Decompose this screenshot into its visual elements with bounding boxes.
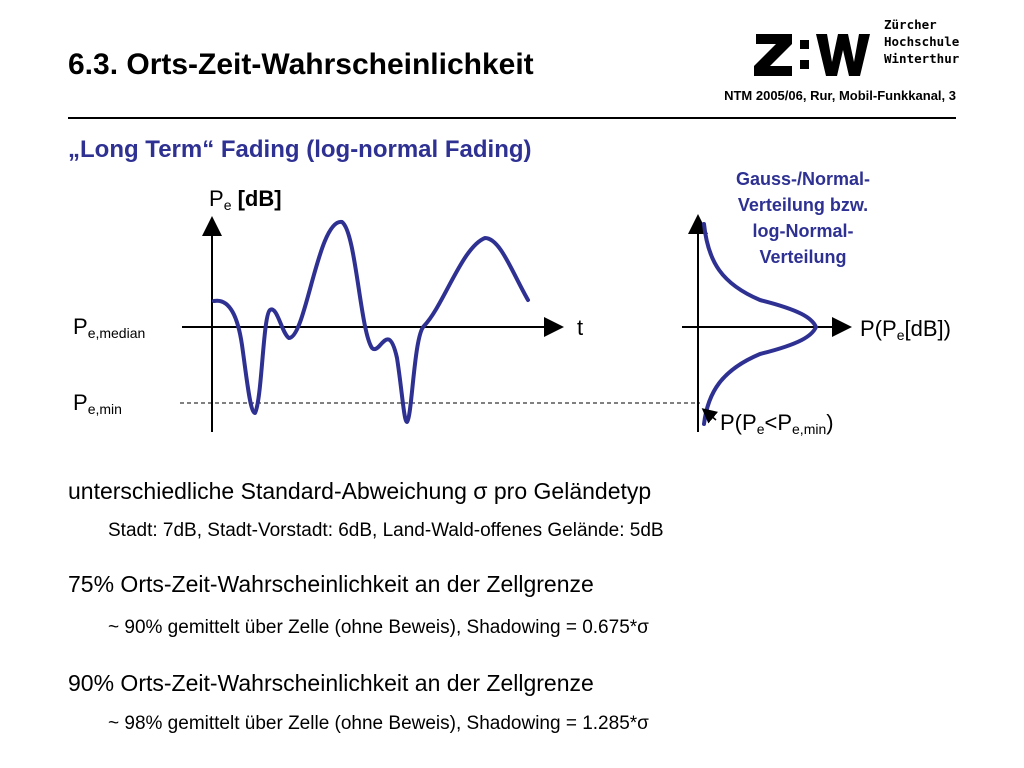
subbullet-std-values: Stadt: 7dB, Stadt-Vorstadt: 6dB, Land-Wa… <box>108 520 664 541</box>
dist-label-pre: P(P <box>860 316 897 341</box>
distribution-axis-label: P(Pe[dB]) <box>860 316 951 343</box>
distribution-note: Gauss-/Normal- Verteilung bzw. log-Norma… <box>688 166 918 270</box>
median-label-main: P <box>73 314 88 339</box>
min-label-sub: e,min <box>87 401 122 417</box>
zhw-logo <box>754 34 870 76</box>
tail-probability-label: P(Pe<Pe,min) <box>720 410 834 437</box>
tail-label-post: ) <box>826 410 834 435</box>
slide-title: 6.3. Orts-Zeit-Wahrscheinlichkeit <box>68 48 534 81</box>
y-axis-label-main: P <box>209 186 224 211</box>
tail-label-sub2: e,min <box>792 421 827 437</box>
dist-label-post: [dB]) <box>904 316 951 341</box>
tail-label-sub1: e <box>756 421 765 437</box>
y-axis-label-unit: [dB] <box>231 186 282 211</box>
title-divider <box>68 117 956 119</box>
bullet-90-percent: 90% Orts-Zeit-Wahrscheinlichkeit an der … <box>68 670 594 696</box>
x-axis-label: t <box>577 315 584 340</box>
logo-line: Zürcher <box>884 17 937 32</box>
distribution-note-line: Verteilung bzw. <box>737 195 869 215</box>
min-label: Pe,min <box>73 390 122 417</box>
y-axis-label-sub: e <box>223 197 232 213</box>
logo-text: Zürcher Hochschule Winterthur <box>884 16 959 67</box>
y-axis-label: Pe [dB] <box>209 186 282 213</box>
dist-label-sub: e <box>896 327 905 343</box>
median-label: Pe,median <box>73 314 145 341</box>
distribution-note-line: Gauss-/Normal- <box>735 169 871 189</box>
distribution-note-line: log-Normal- <box>752 221 854 241</box>
tail-label-pre: P(P <box>720 410 757 435</box>
tail-pointer-arrow <box>701 408 719 424</box>
logo-line: Winterthur <box>884 51 960 66</box>
min-label-main: P <box>73 390 88 415</box>
fading-curve <box>212 220 530 424</box>
median-label-sub: e,median <box>87 325 146 341</box>
distribution-note-line: Verteilung <box>759 247 847 267</box>
subbullet-90-percent: ~ 90% gemittelt über Zelle (ohne Beweis)… <box>108 617 649 638</box>
section-subtitle: „Long Term“ Fading (log-normal Fading) <box>68 136 532 163</box>
logo-line: Hochschule <box>884 34 960 49</box>
gaussian-curve <box>702 222 819 426</box>
bullet-std-deviation: unterschiedliche Standard-Abweichung σ p… <box>68 478 652 504</box>
bullet-75-percent: 75% Orts-Zeit-Wahrscheinlichkeit an der … <box>68 571 594 597</box>
slide-info: NTM 2005/06, Rur, Mobil-Funkkanal, 3 <box>724 88 956 103</box>
subbullet-98-percent: ~ 98% gemittelt über Zelle (ohne Beweis)… <box>108 713 649 734</box>
tail-label-mid: <P <box>764 410 793 435</box>
